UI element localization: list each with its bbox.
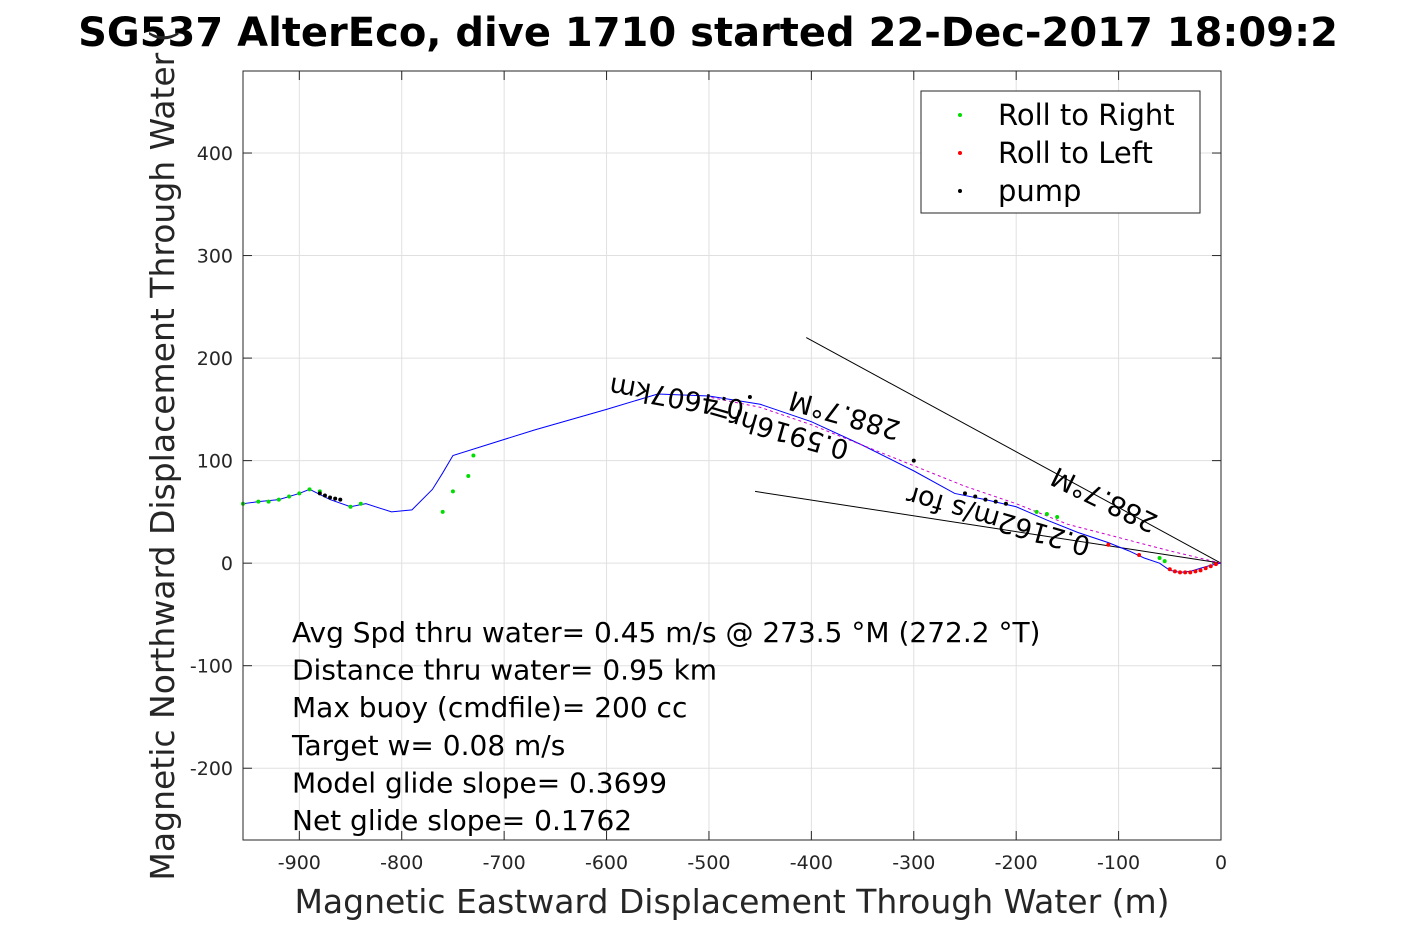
x-tick-label: -100 [1097,852,1140,874]
data-point [1034,509,1039,514]
tick-labels: -900 -800 -700 -600 -500 -400 -300 -200 -100 0 -20… [190,143,1227,874]
x-tick-label: -900 [278,852,321,874]
data-point [358,501,363,506]
data-point [471,453,476,458]
x-tick-label: -600 [585,852,628,874]
y-tick-label: -100 [190,656,233,678]
data-point [1213,562,1218,567]
data-point [1157,556,1162,561]
data-point [1172,569,1177,574]
data-point [747,395,752,400]
data-point [983,497,988,502]
y-axis-label: Magnetic Northward Displacement Through … [143,29,182,880]
data-point [338,497,343,502]
data-point [450,489,455,494]
x-tick-label: -300 [892,852,935,874]
chart-title: SG537 AlterEco, dive 1710 started 22-Dec… [78,10,1338,56]
x-tick-label: -400 [790,852,833,874]
data-point [1203,566,1208,571]
data-point [1003,501,1008,506]
legend: Roll to Right Roll to Left pump [920,90,1201,214]
data-point [1208,564,1213,569]
x-tick-label: -800 [380,852,423,874]
y-tick-label: -200 [190,758,233,780]
axes-box [242,70,1222,841]
legend-label: Roll to Right [998,98,1175,132]
tick-marks [243,71,1222,840]
data-point [1055,515,1060,520]
data-point [1106,542,1111,547]
stats-block: Avg Spd thru water= 0.45 m/s @ 273.5 °M … [291,616,1040,837]
current-line [806,337,1222,564]
data-point [322,493,327,498]
x-tick-label: 0 [1215,852,1227,874]
legend-label: pump [998,174,1081,208]
data-point [1198,568,1203,573]
data-point [1193,569,1198,574]
data-point [266,499,271,504]
data-point [1044,511,1049,516]
x-tick-label: -200 [995,852,1038,874]
stat-line: Target w= 0.08 m/s [291,729,565,762]
data-point [440,509,445,514]
legend-marker [958,151,962,155]
y-tick-label: 200 [197,348,233,370]
data-point [1162,559,1167,564]
track-line [242,393,1222,573]
x-tick-label: -700 [483,852,526,874]
y-tick-label: 400 [197,143,233,165]
series-roll-to-left [1106,542,1218,575]
stat-line: Distance thru water= 0.95 km [292,654,717,687]
data-point [276,497,281,502]
data-point [1137,552,1142,557]
data-point [466,474,471,479]
y-tick-label: 0 [221,553,233,575]
legend-label: Roll to Left [998,136,1153,170]
data-point [348,504,353,509]
legend-box [920,90,1201,214]
current-lines [754,337,1222,564]
data-series [241,393,1222,575]
stat-line: Model glide slope= 0.3699 [292,766,667,799]
stat-line: Max buoy (cmdfile)= 200 cc [292,691,687,724]
data-point [317,491,322,496]
x-tick-label: -500 [687,852,730,874]
data-point [993,499,998,504]
current-line [754,490,1222,564]
series-roll-to-right [241,453,1167,564]
stat-line: Net glide slope= 0.1762 [292,804,632,837]
data-point [307,487,312,492]
y-tick-label: 100 [197,451,233,473]
data-point [973,494,978,499]
grid [243,71,1222,840]
data-point [287,494,292,499]
data-point [962,491,967,496]
annotations: 0.4607km 288.7°M0.5916hr=0.2162m/s for288… [607,370,1163,561]
data-point [297,491,302,496]
data-point [1188,570,1193,575]
dive-track-line [708,396,1222,564]
data-point [333,496,338,501]
x-axis-label: Magnetic Eastward Displacement Through W… [294,882,1169,921]
legend-marker [958,189,962,193]
data-point [911,458,916,463]
data-point [1167,567,1172,572]
data-point [256,499,261,504]
legend-marker [958,113,962,117]
y-tick-label: 300 [197,246,233,268]
data-point [328,495,333,500]
data-point [1178,570,1183,575]
stat-line: Avg Spd thru water= 0.45 m/s @ 273.5 °M … [292,616,1040,649]
series-pump [317,395,1008,506]
data-point [1183,570,1188,575]
